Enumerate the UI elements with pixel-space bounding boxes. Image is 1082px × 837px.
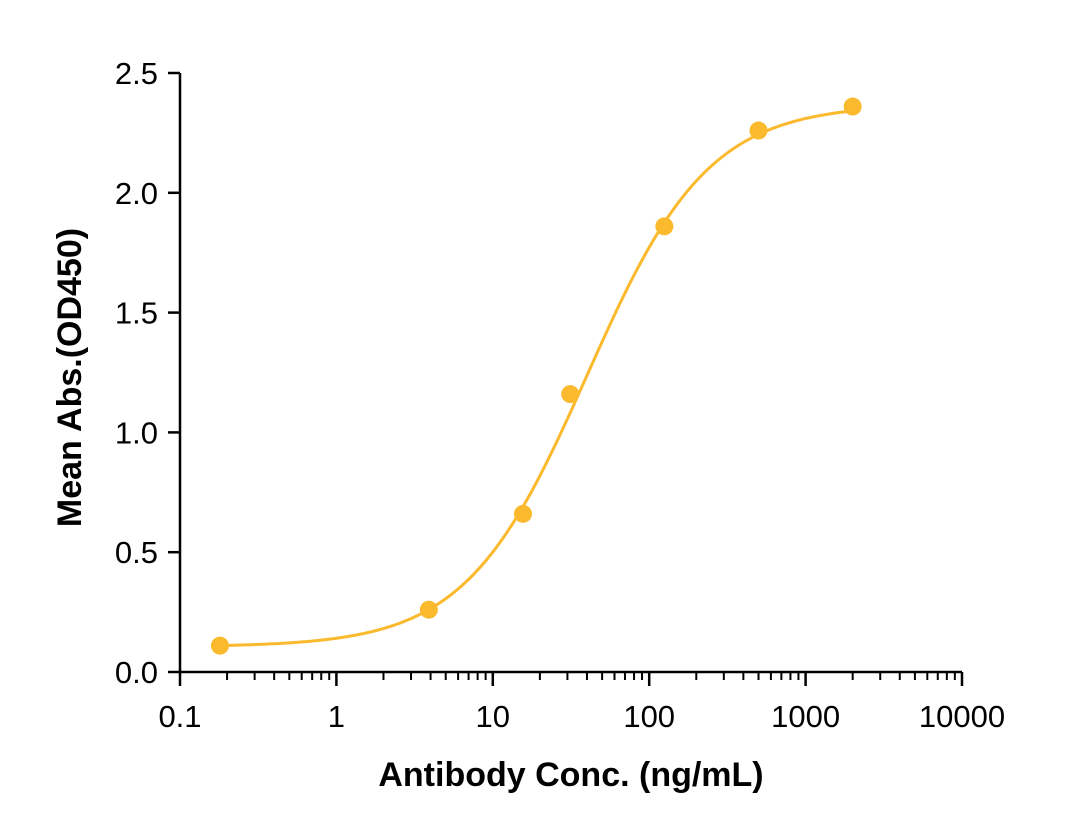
y-tick-label: 1.5 [115,296,158,331]
x-tick-label: 100 [623,699,675,734]
axes [178,73,962,674]
data-point [843,97,862,116]
data-point [514,504,533,523]
x-axis-title: Antibody Conc. (ng/mL) [378,756,763,794]
data-point [419,600,438,619]
ticks: 0.0 0.5 1.0 1.5 2.0 2.5 0.1 1 10 100 1000 10000 [115,56,1005,734]
y-tick-label: 0.0 [115,655,158,690]
data-points [210,97,862,655]
data-point [749,121,768,140]
y-tick-label: 1.0 [115,415,158,450]
x-tick-label: 1000 [771,699,840,734]
data-point [655,217,674,236]
y-tick-label: 2.5 [115,56,158,91]
x-tick-label: 1 [328,699,345,734]
x-tick-label: 0.1 [158,699,201,734]
data-point [210,636,229,655]
x-tick-label: 10000 [919,699,1005,734]
y-tick-label: 0.5 [115,535,158,570]
fit-curve-layer [219,109,853,648]
y-axis-title: Mean Abs.(OD450) [51,228,89,527]
x-tick-label: 10 [476,699,510,734]
y-tick-label: 2.0 [115,176,158,211]
fit-curve [219,109,853,648]
data-point [561,385,580,404]
